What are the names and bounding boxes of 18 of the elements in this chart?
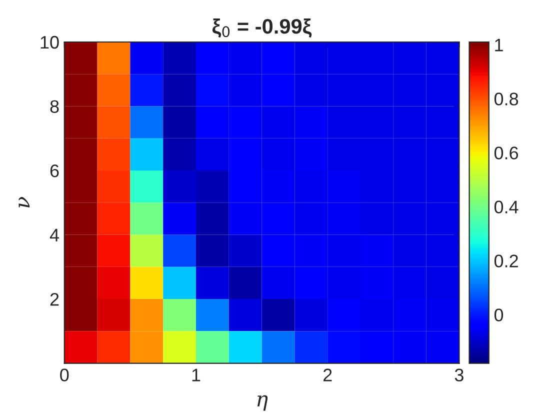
chart-title: ξ$_{0}$ = -0.99ξ [212, 18, 312, 38]
y-tick-label: 4 [50, 228, 60, 242]
color-bar-label: 1 [495, 38, 503, 52]
y-tick-label: 2 [50, 292, 59, 306]
x-tick-label: 1 [192, 368, 200, 382]
color-bar-label: 0.8 [494, 92, 518, 106]
x-tick-label: 3 [454, 368, 464, 382]
y-tick-label: 8 [50, 100, 59, 113]
color-bar-label: 0.4 [494, 200, 518, 214]
x-axis-title: η [257, 395, 268, 411]
y-axis-title: ν [18, 196, 30, 208]
color-bar-label: 0.6 [494, 146, 518, 160]
y-tick-label: 6 [50, 164, 59, 178]
x-tick-label: 2 [323, 368, 332, 382]
x-tick-label: 0 [60, 368, 69, 382]
color-bar-label: 0.2 [494, 254, 518, 268]
color-bar-label: 0 [494, 308, 504, 322]
y-tick-label: 10 [40, 36, 59, 49]
